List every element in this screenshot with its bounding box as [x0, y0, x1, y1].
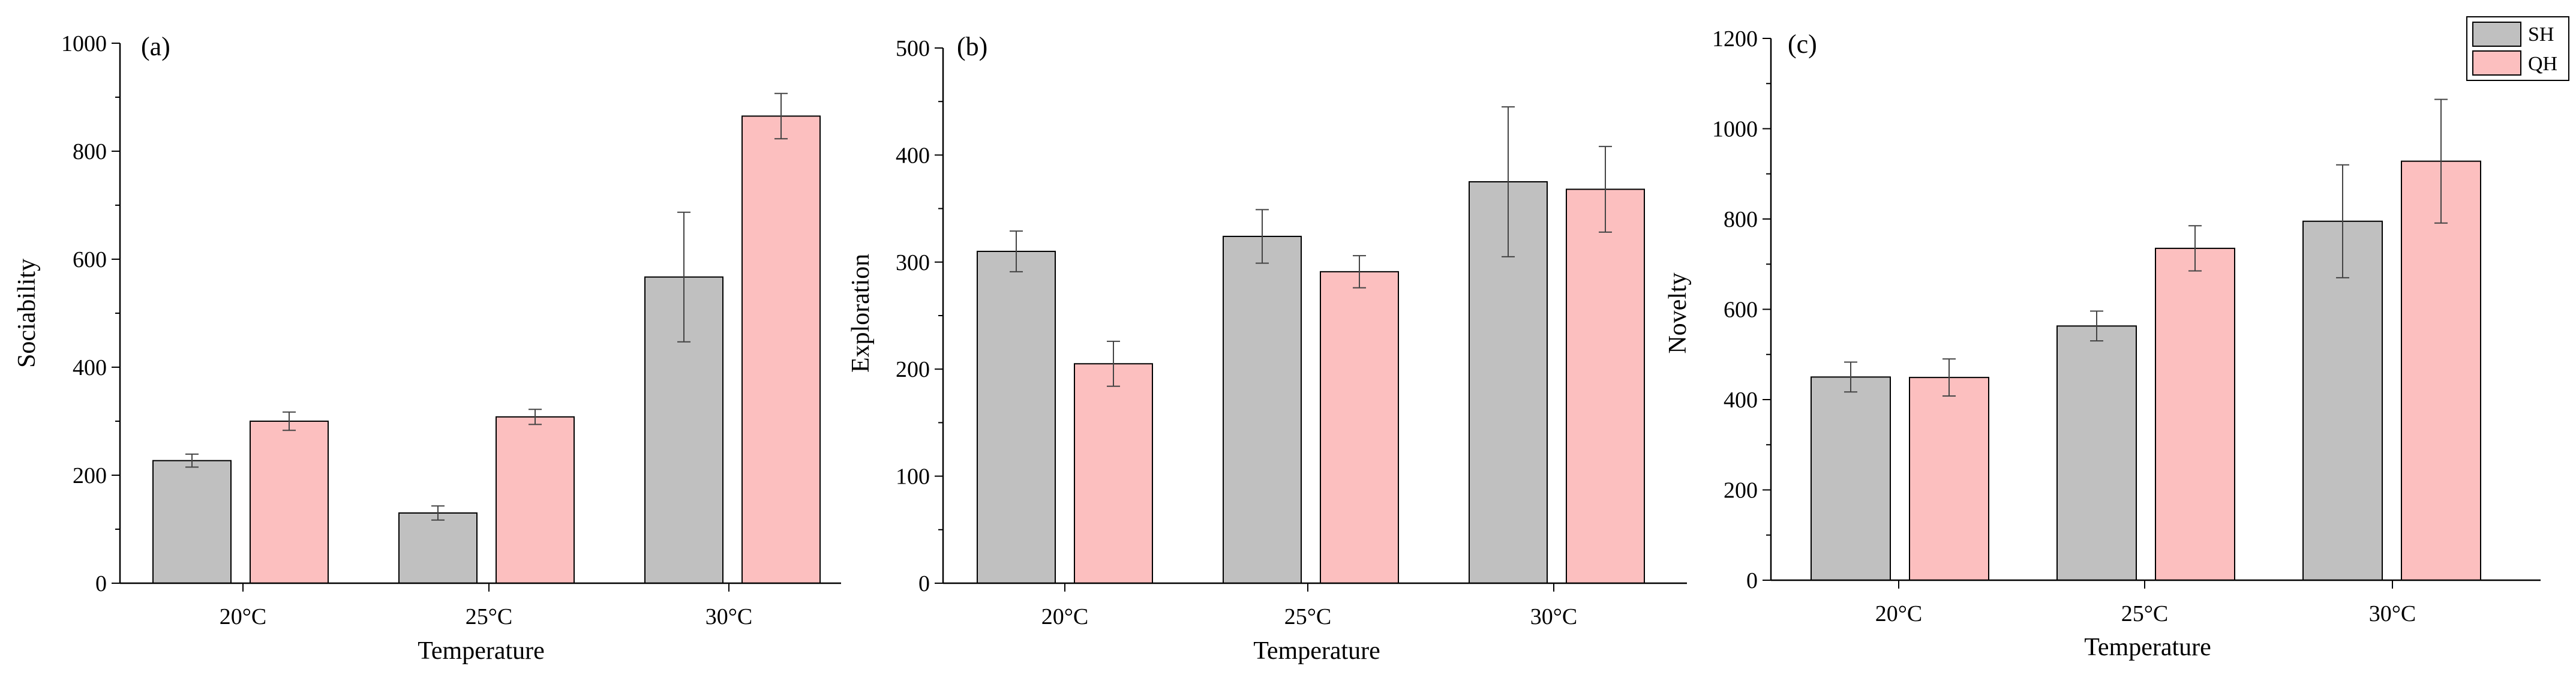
- panel-a-errorbar-sh-2: [677, 211, 690, 343]
- panel-b-ytick-label-5: 500: [896, 36, 930, 61]
- legend-swatch-qh: [2472, 50, 2521, 76]
- panel-b-errorbar-qh-2: [1599, 146, 1612, 233]
- panel-a-errorbar-qh-0: [283, 411, 296, 431]
- panel-c-xtick-label-0: 20°C: [1875, 601, 1923, 626]
- panel-c-errorbar-qh-2: [2434, 98, 2448, 224]
- legend-swatch-sh: [2472, 22, 2521, 47]
- panel-b: (b) Exploration Temperature 0 100 200 300 40…: [847, 32, 1687, 665]
- panel-a: (a) Sociability Temperature 0 200 400 600 80…: [13, 31, 841, 665]
- panel-c-bar-qh-1: [2155, 247, 2235, 581]
- panel-b-ylabel: Exploration: [847, 254, 875, 373]
- panel-b-xtick-label-2: 30°C: [1530, 604, 1578, 629]
- panel-c-ytick-label-4: 800: [1724, 207, 1758, 232]
- panel-b-ytick-label-0: 0: [918, 571, 930, 596]
- panel-b-bar-qh-0: [1074, 363, 1153, 584]
- panel-a-errorbar-sh-0: [185, 453, 199, 468]
- panel-b-bar-sh-0: [977, 250, 1056, 584]
- legend: SH QH: [2466, 16, 2569, 81]
- panel-b-label: (b): [957, 32, 987, 61]
- panel-c-bar-qh-2: [2401, 160, 2481, 581]
- panel-c-xtick-label-1: 25°C: [2121, 601, 2169, 626]
- panel-b-ytick-label-3: 300: [896, 250, 930, 275]
- panel-a-errorbar-qh-2: [774, 92, 788, 140]
- panel-b-xtick-label-0: 20°C: [1041, 604, 1089, 629]
- panel-c-errorbar-qh-0: [1942, 358, 1956, 397]
- panel-a-ytick-label-1: 200: [73, 463, 107, 488]
- panel-b-ytick-label-1: 100: [896, 464, 930, 490]
- panel-c-bar-sh-2: [2302, 220, 2383, 581]
- panel-b-errorbar-sh-1: [1256, 209, 1269, 264]
- panel-b-bar-qh-2: [1566, 188, 1645, 584]
- panel-c-ytick-label-3: 600: [1724, 298, 1758, 323]
- panel-a-xtick-label-0: 20°C: [220, 604, 267, 629]
- panel-c-ytick-label-5: 1000: [1712, 117, 1758, 142]
- panel-a-bar-sh-1: [398, 512, 478, 584]
- panel-a-ytick-label-0: 0: [95, 571, 107, 596]
- panel-b-errorbar-sh-0: [1010, 230, 1023, 272]
- panel-b-xlabel: Temperature: [1253, 637, 1380, 665]
- panel-a-xtick-label-2: 30°C: [705, 604, 753, 629]
- panel-c-ylabel: Novelty: [1664, 272, 1692, 353]
- panel-a-xlabel: Temperature: [418, 637, 545, 665]
- panel-a-errorbar-qh-1: [529, 409, 542, 425]
- panel-a-bar-qh-0: [250, 421, 329, 584]
- panel-a-ytick-label-2: 400: [73, 355, 107, 380]
- panel-c-ytick-label-2: 400: [1724, 388, 1758, 413]
- panel-c-errorbar-qh-1: [2188, 225, 2202, 272]
- panel-b-bar-sh-1: [1223, 235, 1302, 584]
- panel-c-ytick-label-6: 1200: [1712, 26, 1758, 52]
- panel-c-ytick-label-1: 200: [1724, 478, 1758, 503]
- panel-a-ytick-label-5: 1000: [61, 31, 107, 56]
- panel-a-bar-qh-2: [741, 115, 821, 584]
- panel-a-label: (a): [141, 32, 170, 61]
- panel-c-ytick-label-0: 0: [1746, 568, 1758, 593]
- panel-a-errorbar-sh-1: [431, 505, 445, 521]
- panel-c-xtick-label-2: 30°C: [2369, 601, 2416, 626]
- panel-b-errorbar-qh-0: [1107, 340, 1120, 387]
- panel-b-errorbar-sh-2: [1502, 106, 1515, 257]
- panel-c-errorbar-sh-2: [2336, 164, 2349, 278]
- legend-label-sh: SH: [2528, 23, 2554, 46]
- panel-c-xlabel: Temperature: [2084, 634, 2211, 661]
- panel-b-ytick-label-2: 200: [896, 357, 930, 382]
- panel-a-bar-qh-1: [496, 416, 575, 584]
- panel-c-bar-sh-1: [2056, 325, 2137, 581]
- legend-label-qh: QH: [2528, 53, 2557, 75]
- panel-c-errorbar-sh-1: [2090, 310, 2103, 342]
- panel-c: (c) Novelty Temperature 0 200 400 600 800 100…: [1664, 26, 2541, 661]
- panel-c-bar-sh-0: [1811, 376, 1891, 581]
- panel-a-xtick-label-1: 25°C: [466, 604, 513, 629]
- panel-c-label: (c): [1788, 29, 1817, 59]
- panel-b-xtick-label-1: 25°C: [1284, 604, 1332, 629]
- panel-b-errorbar-qh-1: [1353, 255, 1366, 289]
- panel-b-bar-qh-1: [1320, 271, 1399, 584]
- panel-a-bar-sh-0: [152, 460, 232, 584]
- panel-a-ytick-label-3: 600: [73, 247, 107, 272]
- panel-c-errorbar-sh-0: [1844, 361, 1857, 393]
- panel-b-ytick-label-4: 400: [896, 143, 930, 168]
- panel-a-ylabel: Sociability: [13, 259, 41, 368]
- panel-c-bar-qh-0: [1909, 377, 1989, 581]
- panel-a-ytick-label-4: 800: [73, 139, 107, 164]
